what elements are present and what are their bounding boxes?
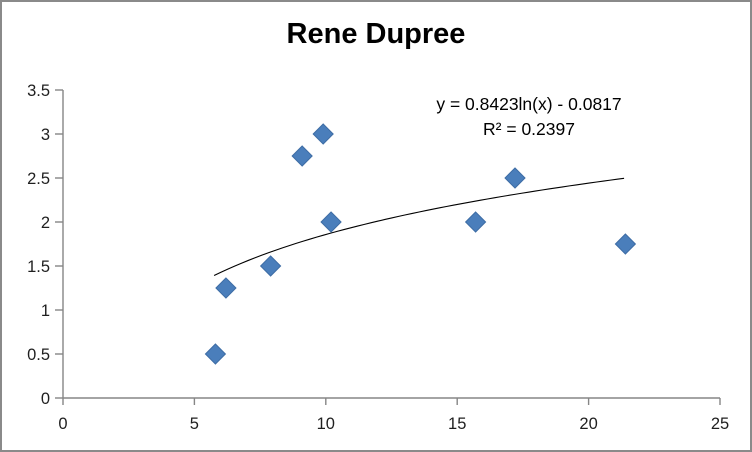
trendline-r-squared: R² = 0.2397 xyxy=(483,119,575,139)
x-axis-tick-label: 10 xyxy=(317,415,335,433)
y-axis-tick-label: 2.5 xyxy=(27,170,50,188)
y-axis-tick-label: 3.5 xyxy=(27,82,50,100)
data-point-marker xyxy=(259,255,282,277)
y-axis-tick-label: 0.5 xyxy=(27,346,50,364)
x-axis-tick-label: 5 xyxy=(190,415,199,433)
y-axis-tick-label: 1.5 xyxy=(27,258,50,276)
data-point-marker xyxy=(614,233,637,255)
x-axis-tick-label: 25 xyxy=(711,415,729,433)
y-axis-tick-label: 1 xyxy=(41,302,50,320)
data-point-marker xyxy=(204,343,227,365)
trendline xyxy=(213,177,625,277)
y-axis-tick-label: 2 xyxy=(41,214,50,232)
data-point-marker xyxy=(215,277,237,299)
data-point-marker xyxy=(504,167,526,189)
trendline-label-block: y = 0.8423ln(x) - 0.0817 R² = 0.2397 xyxy=(398,92,660,142)
data-point-marker xyxy=(291,145,313,167)
x-axis-tick-label: 0 xyxy=(58,415,67,433)
data-point-marker xyxy=(320,211,342,233)
x-axis-tick-label: 15 xyxy=(448,415,466,433)
trendline-equation: y = 0.8423ln(x) - 0.0817 xyxy=(436,94,622,114)
chart-title: Rene Dupree xyxy=(286,18,466,50)
data-point-marker xyxy=(312,123,334,145)
y-axis-tick-label: 3 xyxy=(41,126,50,144)
data-point-marker xyxy=(464,211,487,233)
x-axis-tick-label: 20 xyxy=(579,415,597,433)
y-axis-tick-label: 0 xyxy=(41,390,50,408)
